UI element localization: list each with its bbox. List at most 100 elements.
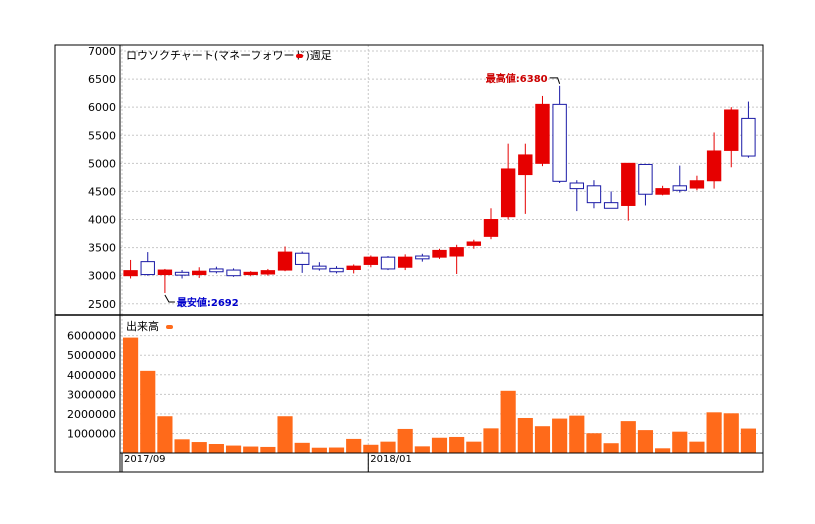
volume-bar (672, 431, 688, 453)
high-price-annotation: 最高値:6380 (486, 72, 548, 85)
candle-body (312, 265, 327, 270)
volume-bar (225, 445, 242, 453)
volume-bar (431, 437, 448, 453)
price-tick-label: 5000 (88, 157, 116, 170)
candle-body (346, 265, 361, 271)
volume-bar (243, 446, 259, 453)
volume-bar (311, 447, 327, 453)
candle-body (586, 185, 602, 204)
volume-bar (603, 443, 619, 453)
volume-bar (466, 441, 482, 453)
candle-body (123, 270, 138, 277)
candle-body (397, 256, 413, 268)
x-axis-date-label: 2017/09 (124, 454, 166, 465)
volume-bar (449, 436, 465, 453)
candle-body (380, 256, 396, 270)
candle-body (689, 180, 705, 189)
low-price-pointer (164, 294, 175, 303)
candle-body (621, 162, 636, 206)
volume-bar (586, 433, 602, 453)
high-price-pointer (549, 77, 561, 84)
candle-body (174, 271, 190, 276)
candle-chart-title: ロウソクチャート(マネーフォワード)週足 (126, 49, 332, 62)
candle-body (724, 109, 739, 151)
volume-tick-label: 3000000 (67, 388, 116, 401)
volume-bar (723, 413, 739, 453)
candle-body (518, 154, 533, 176)
volume-bar (414, 446, 430, 453)
candle-body (672, 185, 687, 191)
volume-bar (517, 417, 533, 453)
volume-bar (328, 447, 345, 453)
candle-legend-marker (296, 54, 303, 58)
volume-bar (534, 426, 551, 453)
price-tick-label: 7000 (88, 45, 116, 58)
price-tick-label: 4000 (88, 214, 116, 227)
candle-body (655, 188, 670, 195)
candle-body (638, 163, 653, 195)
volume-bar (260, 446, 276, 453)
volume-bar (397, 428, 413, 453)
price-tick-label: 3500 (88, 242, 116, 255)
volume-legend-marker (166, 325, 173, 329)
volume-tick-label: 1000000 (67, 427, 116, 440)
candle-body (603, 202, 619, 209)
price-tick-label: 6000 (88, 101, 116, 114)
candle-body (209, 268, 224, 273)
candle-body (415, 255, 430, 260)
volume-bar (620, 421, 636, 453)
low-price-annotation: 最安値:2692 (177, 296, 239, 309)
candle-body (226, 269, 241, 277)
candle-body (192, 270, 207, 276)
volume-bar (294, 442, 310, 453)
candlestick-panel: 2500 3000 3500 4000 4500 5000 5500 6000 6500 7000… (88, 45, 763, 315)
candle-body (569, 182, 584, 190)
price-tick-label: 2500 (88, 298, 116, 311)
candle-body (483, 219, 499, 237)
volume-bar (655, 448, 671, 453)
volume-tick-label: 6000000 (67, 330, 116, 343)
candle-body (140, 261, 155, 276)
price-tick-label: 4500 (88, 185, 116, 198)
volume-tick-label: 4000000 (67, 369, 116, 382)
outer-frame (54, 44, 764, 473)
volume-tick-label: 5000000 (67, 349, 116, 362)
volume-bar (740, 428, 756, 453)
volume-bar (346, 438, 362, 453)
volume-bar (380, 441, 396, 453)
volume-bar (140, 370, 156, 453)
volume-tick-label: 2000000 (67, 408, 116, 421)
candle-body (449, 247, 464, 257)
candle-body (260, 270, 276, 275)
candle-body (157, 269, 173, 276)
candle-body (741, 117, 756, 157)
price-tick-label: 6500 (88, 73, 116, 86)
candle-body (432, 249, 447, 258)
volume-bar (637, 430, 654, 453)
volume-bar (552, 418, 568, 453)
candle-body (500, 168, 516, 218)
volume-bar (689, 441, 705, 453)
price-tick-label: 3000 (88, 270, 116, 283)
candle-body (329, 267, 344, 273)
volume-chart-title: 出来高 (126, 319, 159, 333)
x-axis-date-label: 2018/01 (370, 454, 412, 465)
candle-body (552, 103, 567, 182)
candle-body (243, 271, 258, 276)
volume-bar (157, 416, 173, 453)
candle-body (706, 150, 722, 182)
candle-body (295, 252, 310, 265)
candle-body (277, 251, 293, 271)
volume-bar (483, 428, 499, 453)
candle-body (535, 103, 550, 164)
volume-bar (174, 439, 190, 453)
candle-body (363, 256, 379, 265)
candle-body (466, 241, 482, 246)
price-tick-label: 5500 (88, 129, 116, 142)
volume-bar (363, 444, 379, 453)
volume-bar (569, 415, 585, 453)
volume-bar (500, 390, 516, 453)
volume-bar (706, 412, 722, 453)
